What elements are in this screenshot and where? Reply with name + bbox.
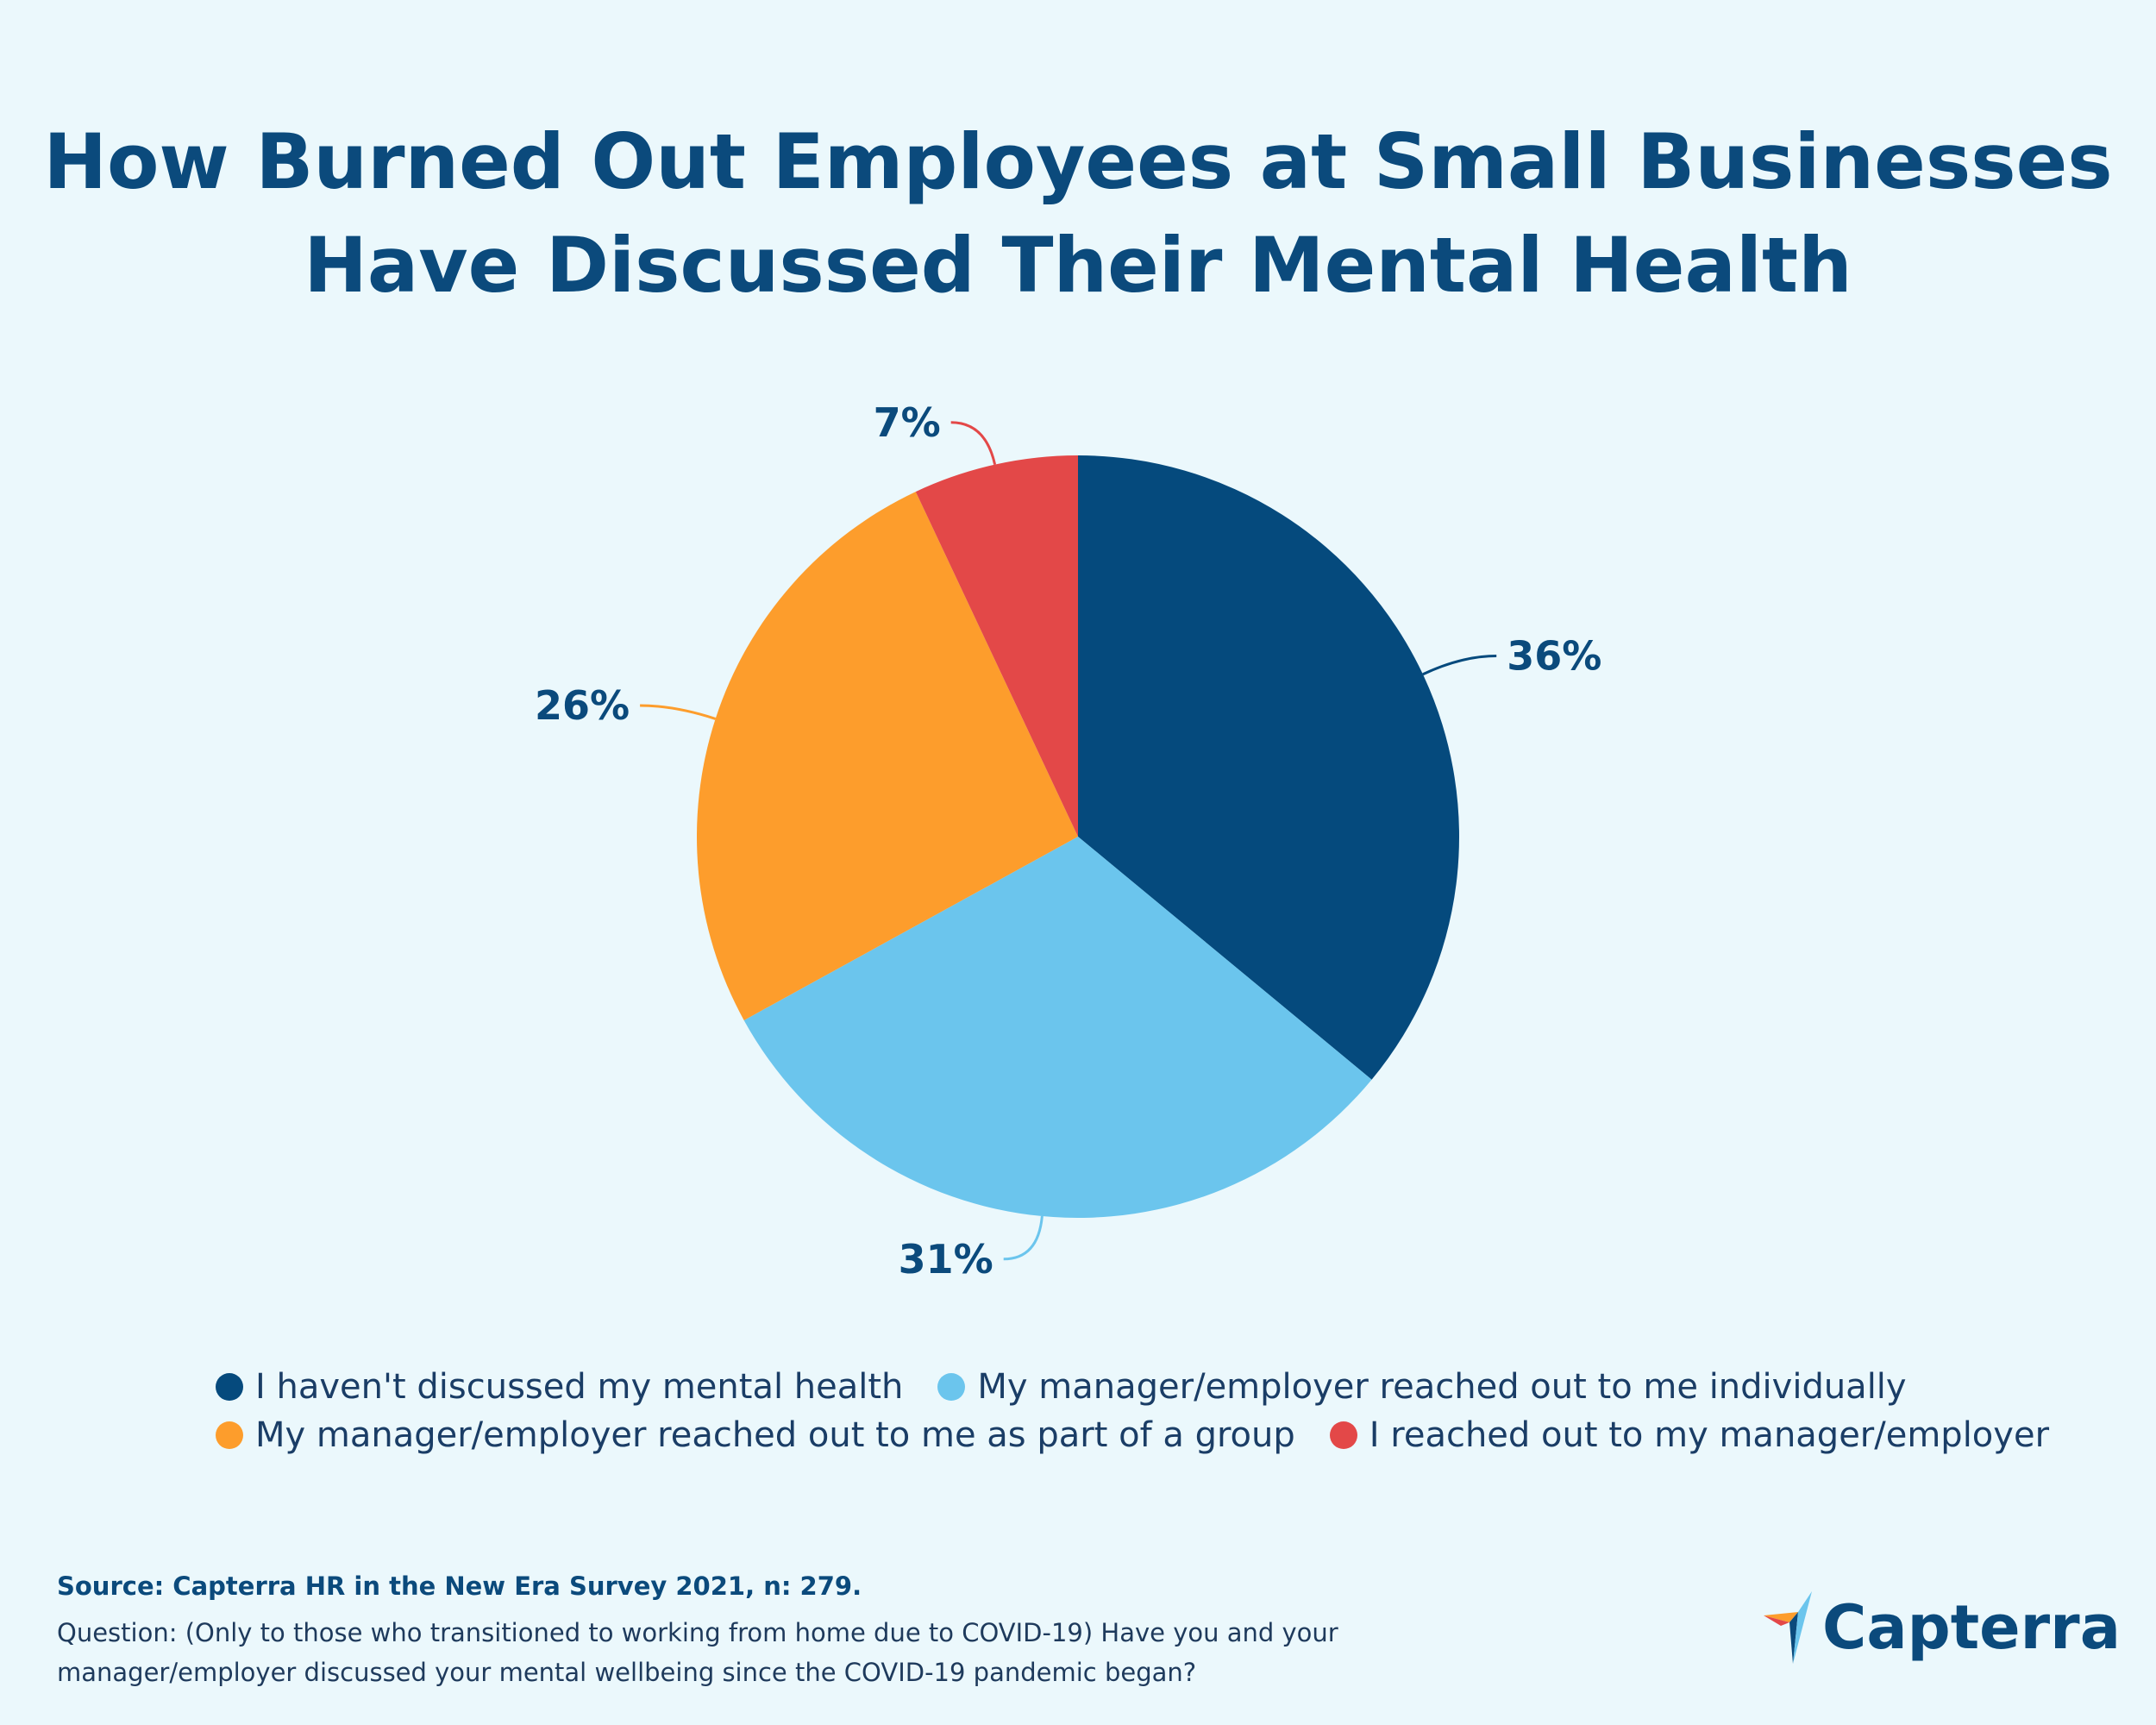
pie-slice-3 <box>696 492 1078 1020</box>
legend-item-3: My manager/employer reached out to me as… <box>216 1415 1295 1455</box>
pie-slice-2 <box>743 837 1372 1219</box>
legend-label-2: My manager/employer reached out to me in… <box>977 1367 1907 1407</box>
legend-swatch-1 <box>216 1373 243 1401</box>
leader-line-3 <box>640 704 717 720</box>
legend-label-4: I reached out to my manager/employer <box>1369 1415 2050 1455</box>
leader-line-4 <box>950 421 997 465</box>
question-line-1: Question: (Only to those who transitione… <box>57 1618 1338 1647</box>
slice-label-2: 31% <box>899 1236 993 1283</box>
slice-label-3: 26% <box>535 682 630 729</box>
legend-item-1: I haven't discussed my mental health <box>216 1367 903 1407</box>
legend-swatch-4 <box>1329 1421 1357 1449</box>
chart-title: How Burned Out Employees at Small Busine… <box>0 110 2156 317</box>
leader-line-1 <box>1422 655 1497 676</box>
slice-label-1: 36% <box>1507 633 1601 680</box>
pie-chart: 36% 31% 26% 7% <box>535 399 1601 1283</box>
legend-label-3: My manager/employer reached out to me as… <box>255 1415 1295 1455</box>
legend-item-2: My manager/employer reached out to me in… <box>937 1367 1907 1407</box>
legend-label-1: I haven't discussed my mental health <box>255 1367 904 1407</box>
leader-line-2 <box>1003 1215 1044 1261</box>
slice-label-4: 7% <box>874 399 941 446</box>
chart-legend: I haven't discussed my mental health My … <box>216 1363 2049 1459</box>
pie-labels: 36% 31% 26% 7% <box>535 399 1601 1283</box>
question-note: Question: (Only to those who transitione… <box>57 1613 1506 1692</box>
pie-slice-4 <box>915 455 1078 837</box>
legend-row-2: My manager/employer reached out to me as… <box>216 1411 2049 1459</box>
legend-swatch-3 <box>216 1421 243 1449</box>
chart-title-line-1: How Burned Out Employees at Small Busine… <box>43 117 2113 206</box>
pie-slices <box>696 455 1460 1219</box>
capterra-logo-text: Capterra <box>1822 1592 2121 1663</box>
legend-item-4: I reached out to my manager/employer <box>1329 1415 2050 1455</box>
legend-row-1: I haven't discussed my mental health My … <box>216 1363 2027 1411</box>
chart-title-line-2: Have Discussed Their Mental Health <box>304 221 1852 310</box>
capterra-logo: Capterra <box>1764 1591 2121 1664</box>
question-line-2: manager/employer discussed your mental w… <box>57 1658 1197 1687</box>
legend-swatch-2 <box>937 1373 966 1401</box>
source-note: Source: Capterra HR in the New Era Surve… <box>57 1571 862 1601</box>
pie-slice-1 <box>1078 455 1460 1080</box>
capterra-logo-icon <box>1764 1591 1812 1664</box>
